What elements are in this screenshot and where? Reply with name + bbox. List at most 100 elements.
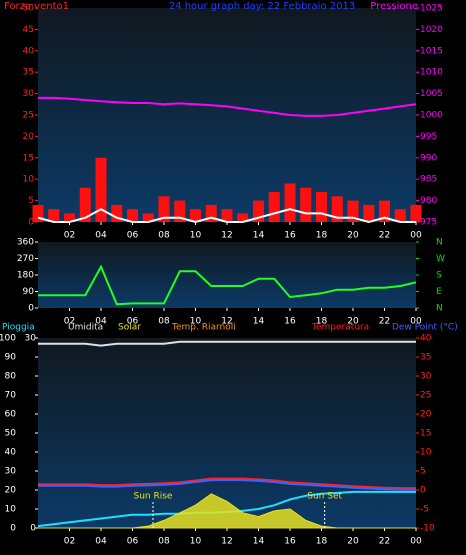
y-tick-label: 10 xyxy=(23,175,35,185)
y2-tick-label: 1005 xyxy=(420,89,443,99)
y-tick-label: 0 xyxy=(10,524,16,534)
legend-label: Solar xyxy=(118,323,141,333)
y-tick-label: 10 xyxy=(5,505,17,515)
x-tick-label: 10 xyxy=(190,317,202,327)
bar xyxy=(268,192,280,222)
line xyxy=(38,479,416,491)
bar xyxy=(79,187,91,222)
x-tick-label: 18 xyxy=(316,231,328,241)
y2-tick-label: 30 xyxy=(420,372,432,382)
x-tick-label: 08 xyxy=(158,317,170,327)
bar xyxy=(48,209,60,222)
y2-tick-label: 35 xyxy=(420,353,431,363)
y2-tick-label: 980 xyxy=(420,196,437,206)
bar xyxy=(95,157,107,222)
y2-tick-label: 0 xyxy=(420,486,426,496)
y-tick-label: 20 xyxy=(5,486,17,496)
y-tick-label: 30 xyxy=(5,467,17,477)
x-tick-label: 02 xyxy=(64,537,75,547)
y-tick-label: 90 xyxy=(5,353,17,363)
line xyxy=(38,340,416,347)
line xyxy=(38,96,417,117)
y2-tick-label: S xyxy=(436,271,442,281)
x-tick-label: 02 xyxy=(64,317,75,327)
y2-tick-label: -10 xyxy=(420,524,435,534)
y-tick-label: 270 xyxy=(17,254,34,264)
x-tick-label: 04 xyxy=(95,317,107,327)
y2-tick-label: 15 xyxy=(420,429,431,439)
line xyxy=(37,208,416,224)
bar xyxy=(410,204,422,222)
bar xyxy=(252,200,265,222)
y-tick-label: 45 xyxy=(23,25,34,35)
annotation: Sun Rise xyxy=(133,492,172,502)
x-tick-label: 22 xyxy=(379,317,390,327)
y-tick-label: 35 xyxy=(23,68,34,78)
y2-tick-label: 995 xyxy=(420,132,437,142)
bar xyxy=(111,204,123,222)
x-tick-label: 06 xyxy=(127,231,139,241)
y-tick-label: 5 xyxy=(28,196,34,206)
line xyxy=(38,264,417,306)
annotation: Sun Set xyxy=(307,492,342,502)
x-tick-label: 00 xyxy=(410,231,422,241)
bar xyxy=(32,204,44,222)
legend-label: Temp. Riarnoli xyxy=(171,323,236,333)
y-tick-label: 25 xyxy=(23,111,34,121)
x-tick-label: 06 xyxy=(127,537,139,547)
bar xyxy=(142,213,154,222)
plot-area xyxy=(38,8,416,222)
plot-area xyxy=(38,338,416,528)
x-tick-label: 20 xyxy=(347,317,359,327)
y2-tick-label: 25 xyxy=(420,391,431,401)
x-tick-label: 18 xyxy=(316,537,328,547)
x-tick-label: 16 xyxy=(284,231,296,241)
y-tick-label: 360 xyxy=(17,238,34,248)
legend-label: Umidita xyxy=(68,323,103,333)
chart-title: 24 hour graph day: 22 Febbraio 2013 xyxy=(169,1,355,12)
y2-tick-label: 990 xyxy=(420,153,437,163)
y-tick-label: 180 xyxy=(17,271,34,281)
bar xyxy=(126,209,139,222)
legend-label: Temperatura xyxy=(311,323,369,333)
x-tick-label: 06 xyxy=(127,317,139,327)
y2-tick-label: 20 xyxy=(420,410,432,420)
bar xyxy=(394,209,406,222)
bar xyxy=(284,183,296,222)
y2-tick-label: 1000 xyxy=(420,111,443,121)
y2-axis-label: Pressione xyxy=(370,1,418,12)
y-tick-label: 40 xyxy=(23,46,35,56)
bar xyxy=(205,204,217,222)
y2-tick-label: W xyxy=(436,254,445,264)
bar xyxy=(331,196,343,222)
x-tick-label: 20 xyxy=(347,231,359,241)
y2-tick-label: E xyxy=(436,287,442,297)
x-tick-label: 08 xyxy=(158,231,170,241)
x-tick-label: 12 xyxy=(221,231,232,241)
x-tick-label: 10 xyxy=(190,231,202,241)
y2-tick-label: 1020 xyxy=(420,25,443,35)
y2-tick-label: N xyxy=(436,238,443,248)
y2-tick-label: 40 xyxy=(420,334,432,344)
plot-area xyxy=(38,242,416,308)
bar xyxy=(189,209,202,222)
y2-tick-label: 985 xyxy=(420,175,437,185)
y-tick-label: 15 xyxy=(23,153,34,163)
y-tick-label: 30 xyxy=(23,89,35,99)
bar xyxy=(363,204,375,222)
x-tick-label: 12 xyxy=(221,537,232,547)
x-tick-label: 00 xyxy=(410,537,422,547)
y2-tick-label: -5 xyxy=(420,505,429,515)
y2-tick-label: 975 xyxy=(420,218,437,228)
bar xyxy=(63,213,76,222)
line xyxy=(38,477,416,490)
y3-tick-label: 30 xyxy=(25,334,37,344)
bar xyxy=(158,196,170,222)
x-tick-label: 16 xyxy=(284,317,296,327)
y-tick-label: 100 xyxy=(0,334,16,344)
y2-tick-label: 1015 xyxy=(420,46,443,56)
bar xyxy=(315,192,328,222)
x-tick-label: 14 xyxy=(253,537,265,547)
y-tick-label: 80 xyxy=(5,372,17,382)
